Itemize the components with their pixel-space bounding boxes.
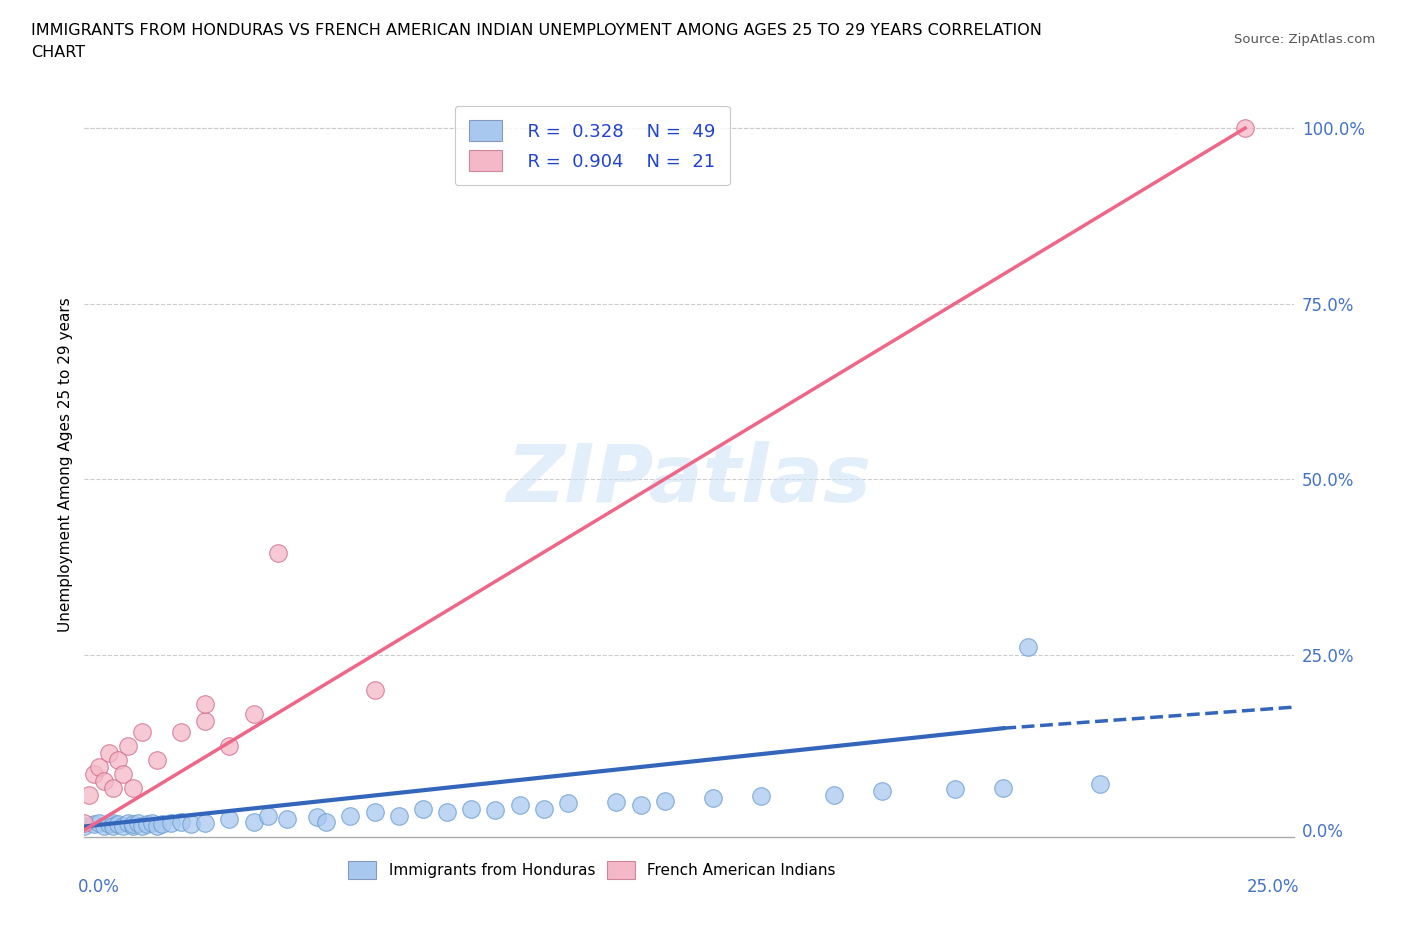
Point bbox=[180, 817, 202, 831]
Point bbox=[557, 796, 579, 811]
Point bbox=[339, 808, 361, 823]
Point bbox=[112, 766, 135, 781]
Point bbox=[993, 780, 1015, 795]
Point bbox=[170, 814, 193, 829]
Point bbox=[87, 760, 110, 775]
Point bbox=[77, 788, 100, 803]
Point bbox=[146, 819, 169, 834]
Point bbox=[117, 816, 139, 830]
Point bbox=[363, 805, 385, 820]
Point bbox=[1234, 121, 1257, 136]
Point bbox=[93, 774, 115, 789]
Point bbox=[242, 707, 264, 722]
Point bbox=[509, 798, 531, 813]
Point bbox=[305, 810, 328, 825]
Point bbox=[276, 812, 298, 827]
Point bbox=[73, 819, 96, 834]
Text: 0.0%: 0.0% bbox=[79, 878, 120, 896]
Point bbox=[136, 817, 159, 831]
Point bbox=[630, 798, 652, 813]
Point bbox=[484, 803, 506, 817]
Point bbox=[103, 816, 125, 830]
Text: 25.0%: 25.0% bbox=[1247, 878, 1299, 896]
Point bbox=[73, 816, 96, 830]
Point bbox=[127, 816, 149, 830]
Y-axis label: Unemployment Among Ages 25 to 29 years: Unemployment Among Ages 25 to 29 years bbox=[58, 298, 73, 632]
Point bbox=[141, 816, 163, 830]
Point bbox=[97, 745, 120, 760]
Point bbox=[131, 724, 153, 739]
Point bbox=[194, 697, 217, 711]
Point bbox=[257, 808, 280, 823]
Legend:  Immigrants from Honduras,  French American Indians: Immigrants from Honduras, French America… bbox=[342, 856, 842, 885]
Point bbox=[267, 545, 290, 560]
Point bbox=[460, 802, 482, 817]
Text: Source: ZipAtlas.com: Source: ZipAtlas.com bbox=[1234, 33, 1375, 46]
Point bbox=[170, 724, 193, 739]
Point bbox=[83, 766, 105, 781]
Point bbox=[436, 805, 458, 820]
Point bbox=[315, 814, 337, 829]
Point bbox=[605, 794, 627, 809]
Point bbox=[146, 752, 169, 767]
Point bbox=[83, 817, 105, 831]
Point bbox=[103, 819, 125, 834]
Point bbox=[121, 819, 143, 834]
Point bbox=[654, 793, 676, 808]
Point bbox=[194, 713, 217, 728]
Point bbox=[121, 780, 143, 795]
Point bbox=[702, 790, 724, 805]
Point bbox=[242, 814, 264, 829]
Point bbox=[117, 738, 139, 753]
Point bbox=[218, 738, 240, 753]
Point bbox=[943, 782, 966, 797]
Point bbox=[160, 816, 183, 830]
Point bbox=[412, 802, 434, 817]
Point bbox=[388, 808, 411, 823]
Point bbox=[1017, 640, 1039, 655]
Point bbox=[112, 819, 135, 834]
Text: IMMIGRANTS FROM HONDURAS VS FRENCH AMERICAN INDIAN UNEMPLOYMENT AMONG AGES 25 TO: IMMIGRANTS FROM HONDURAS VS FRENCH AMERI… bbox=[31, 23, 1042, 38]
Point bbox=[872, 784, 894, 799]
Point bbox=[823, 788, 845, 803]
Text: ZIPatlas: ZIPatlas bbox=[506, 441, 872, 519]
Point bbox=[194, 816, 217, 830]
Point bbox=[751, 789, 773, 804]
Point bbox=[87, 816, 110, 830]
Point bbox=[363, 683, 385, 698]
Point bbox=[150, 817, 173, 831]
Point bbox=[93, 819, 115, 834]
Point bbox=[107, 752, 129, 767]
Point bbox=[121, 817, 143, 831]
Point bbox=[533, 802, 555, 817]
Point bbox=[97, 817, 120, 831]
Point bbox=[107, 817, 129, 831]
Text: CHART: CHART bbox=[31, 45, 84, 60]
Point bbox=[131, 819, 153, 834]
Point bbox=[218, 812, 240, 827]
Point bbox=[103, 780, 125, 795]
Point bbox=[1088, 777, 1111, 791]
